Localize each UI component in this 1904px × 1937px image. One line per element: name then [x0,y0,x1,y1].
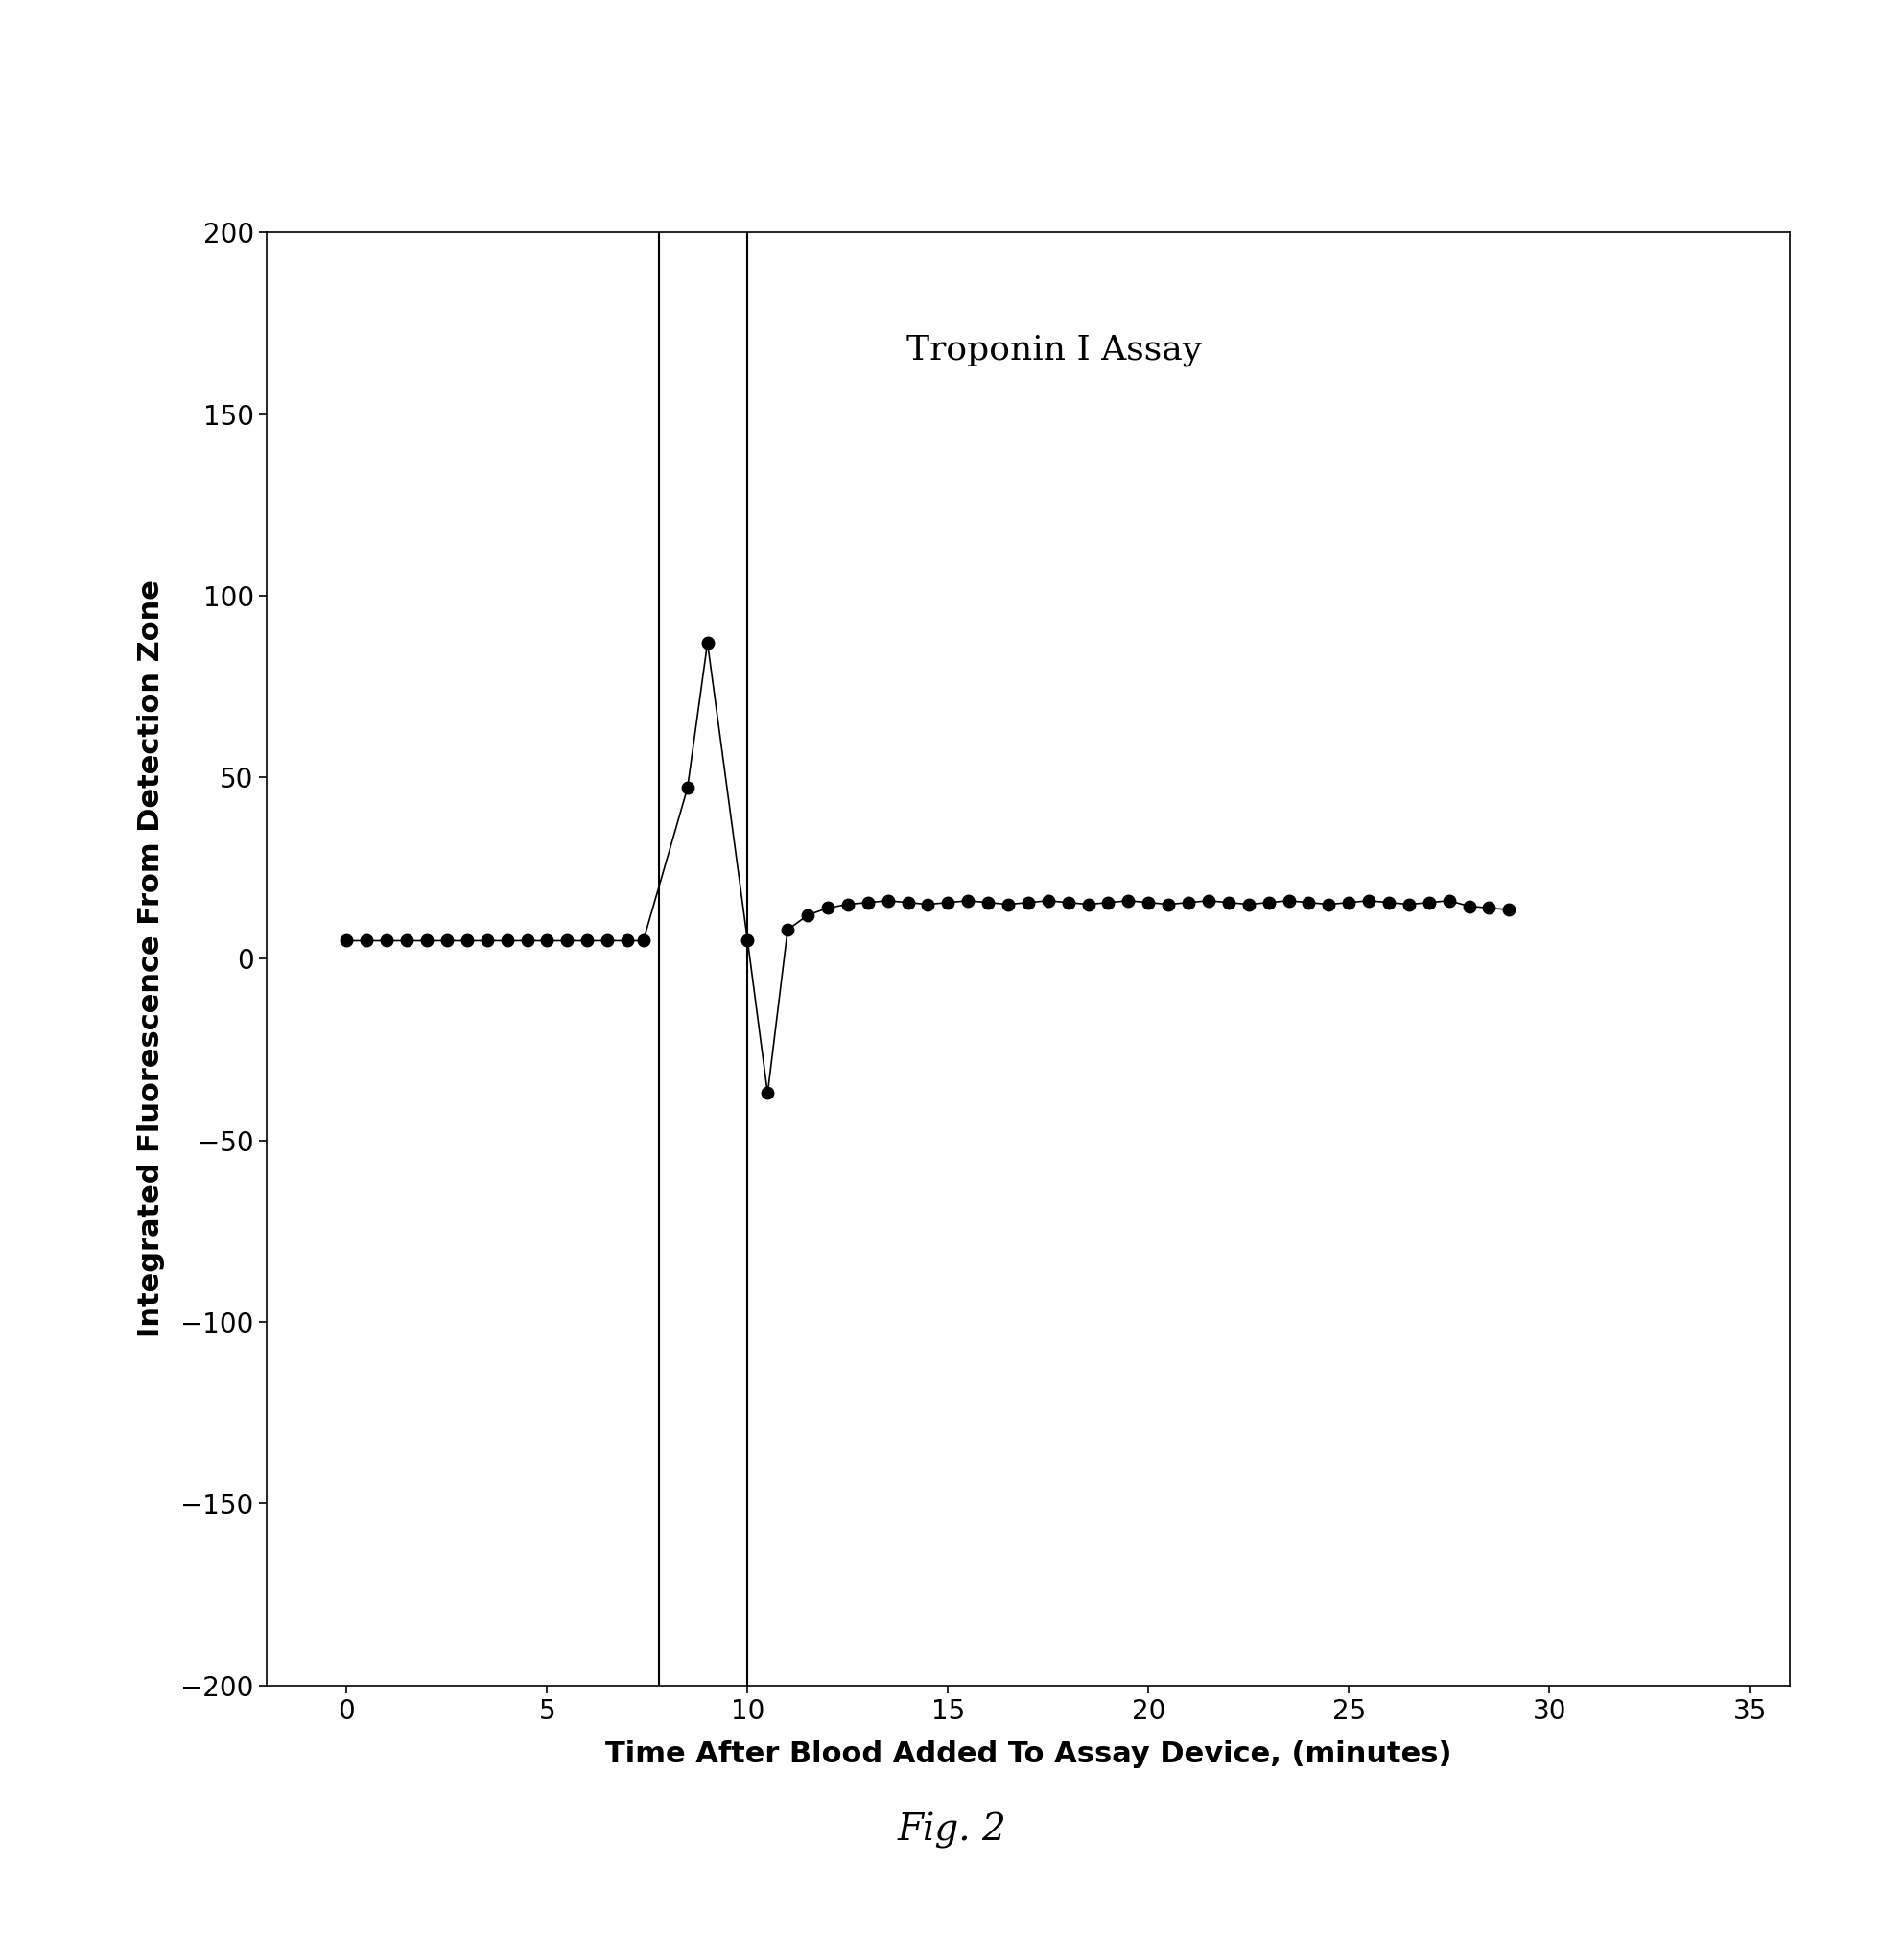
Y-axis label: Integrated Fluorescence From Detection Zone: Integrated Fluorescence From Detection Z… [137,579,164,1338]
X-axis label: Time After Blood Added To Assay Device, (minutes): Time After Blood Added To Assay Device, … [605,1741,1451,1768]
Text: Troponin I Assay: Troponin I Assay [906,333,1201,366]
Text: Fig. 2: Fig. 2 [897,1813,1007,1848]
